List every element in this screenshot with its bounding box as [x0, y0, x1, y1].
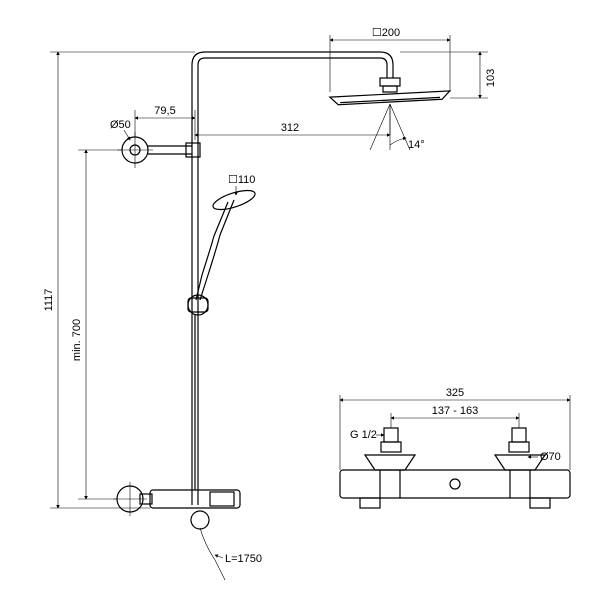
arm-inner: [198, 58, 387, 78]
arm-outer: [192, 52, 393, 78]
dim-1117: 1117: [43, 289, 55, 312]
dim-200: ☐200: [372, 27, 400, 39]
hose: [200, 528, 225, 580]
right-handle: [495, 455, 545, 498]
overhead-shower: [330, 91, 450, 105]
inlet-right: [509, 428, 529, 452]
dim-325: 325: [446, 387, 464, 399]
dimensions: 1117 min. 700 Ø50 79,5 312 ☐200 103 14°: [43, 27, 570, 565]
left-handle: [365, 455, 415, 498]
dim-110: ☐110: [228, 174, 255, 186]
dim-L1750: L=1750: [225, 553, 262, 565]
dim-14deg: 14°: [408, 139, 425, 151]
dim-min700: min. 700: [71, 319, 83, 361]
dim-thread: G 1/2: [350, 429, 377, 441]
dim-79-5: 79,5: [154, 105, 175, 117]
dim-dia50: Ø50: [110, 119, 131, 131]
head-joint-upper: [380, 78, 400, 86]
dim-dia70: Ø70: [540, 451, 561, 463]
dim-inlet-spacing: 137 - 163: [432, 405, 478, 417]
wall-mount: [117, 132, 200, 168]
inlet-left: [381, 428, 401, 452]
dim-312: 312: [281, 122, 299, 134]
mixer-side: [113, 482, 240, 529]
head-joint-lower: [383, 86, 397, 92]
dim-103: 103: [485, 69, 497, 87]
